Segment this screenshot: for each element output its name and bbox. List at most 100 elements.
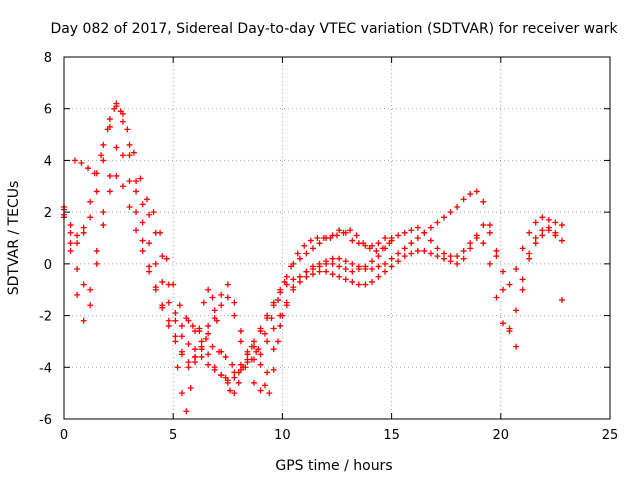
data-point <box>532 235 539 241</box>
data-point <box>539 214 546 221</box>
data-point <box>67 247 74 254</box>
data-point <box>480 240 487 247</box>
data-point <box>270 325 277 332</box>
data-point <box>290 284 297 291</box>
data-point <box>119 183 126 190</box>
data-point <box>545 224 552 231</box>
data-point <box>231 312 238 319</box>
data-point <box>386 240 393 247</box>
data-point <box>218 372 225 379</box>
chart-title: Day 082 of 2017, Sidereal Day-to-day VTE… <box>50 21 618 37</box>
data-point <box>309 266 316 273</box>
data-marks <box>61 100 565 415</box>
data-point <box>362 281 369 288</box>
data-point <box>106 116 113 123</box>
data-point <box>427 237 434 244</box>
plot-frame <box>63 56 611 420</box>
data-point <box>100 222 107 229</box>
data-point <box>229 361 236 368</box>
data-point <box>124 126 131 133</box>
data-point <box>309 271 316 278</box>
data-point <box>545 216 552 223</box>
data-point <box>205 286 212 293</box>
data-point <box>146 268 153 275</box>
data-point <box>198 353 205 360</box>
data-point <box>170 281 177 288</box>
series-track-d <box>61 172 565 394</box>
data-point <box>334 232 340 239</box>
data-point <box>185 364 192 371</box>
data-point <box>486 229 493 236</box>
data-point <box>382 268 389 275</box>
data-point <box>427 224 434 231</box>
data-point <box>336 273 343 280</box>
data-point <box>106 188 113 195</box>
data-point <box>342 276 349 283</box>
data-point <box>388 263 395 270</box>
data-point <box>473 188 480 195</box>
y-tick-label: -4 <box>39 361 52 376</box>
data-point <box>532 219 539 226</box>
data-point <box>558 297 565 304</box>
data-point <box>133 227 140 234</box>
data-point <box>434 245 441 252</box>
data-point <box>126 152 133 159</box>
data-point <box>198 346 205 353</box>
data-point <box>67 222 74 229</box>
data-point <box>320 235 327 241</box>
data-point <box>375 263 382 270</box>
x-tick-label: 10 <box>274 428 291 443</box>
data-point <box>275 297 282 304</box>
data-point <box>441 255 448 262</box>
data-point <box>486 260 493 267</box>
data-point <box>441 214 448 221</box>
data-point <box>146 240 153 247</box>
data-point <box>307 237 314 244</box>
data-point <box>316 240 323 247</box>
data-point <box>185 341 192 348</box>
data-point <box>163 255 170 262</box>
data-point <box>67 229 74 236</box>
data-point <box>78 160 85 167</box>
y-tick-label: 4 <box>44 154 52 169</box>
data-point <box>146 211 153 218</box>
data-point <box>327 235 334 241</box>
data-point <box>506 281 513 288</box>
data-point <box>539 232 546 239</box>
data-point <box>213 317 220 324</box>
data-point <box>349 237 356 244</box>
data-point <box>281 278 288 285</box>
data-point <box>202 335 209 342</box>
data-point <box>85 165 92 172</box>
data-point <box>349 278 356 285</box>
data-point <box>301 242 308 249</box>
data-point <box>152 260 159 267</box>
data-point <box>414 235 421 241</box>
data-point <box>100 157 107 164</box>
data-point <box>360 240 367 247</box>
data-point <box>235 369 242 376</box>
data-point <box>296 255 303 262</box>
data-point <box>211 307 218 314</box>
data-point <box>178 390 185 397</box>
series-track-c <box>61 144 565 366</box>
data-point <box>303 250 310 257</box>
data-point <box>93 188 100 195</box>
data-point <box>93 260 100 267</box>
data-point <box>231 390 238 397</box>
data-point <box>347 227 354 234</box>
data-point <box>198 338 205 345</box>
data-point <box>513 343 520 350</box>
data-point <box>165 322 172 329</box>
data-point <box>74 291 81 298</box>
data-point <box>119 152 126 159</box>
data-point <box>506 328 513 335</box>
data-point <box>80 224 87 231</box>
data-point <box>336 263 343 270</box>
data-point <box>205 361 212 368</box>
data-point <box>137 175 144 182</box>
data-point <box>460 196 467 203</box>
data-point <box>421 229 428 236</box>
data-point <box>349 260 356 267</box>
data-point <box>275 338 282 345</box>
